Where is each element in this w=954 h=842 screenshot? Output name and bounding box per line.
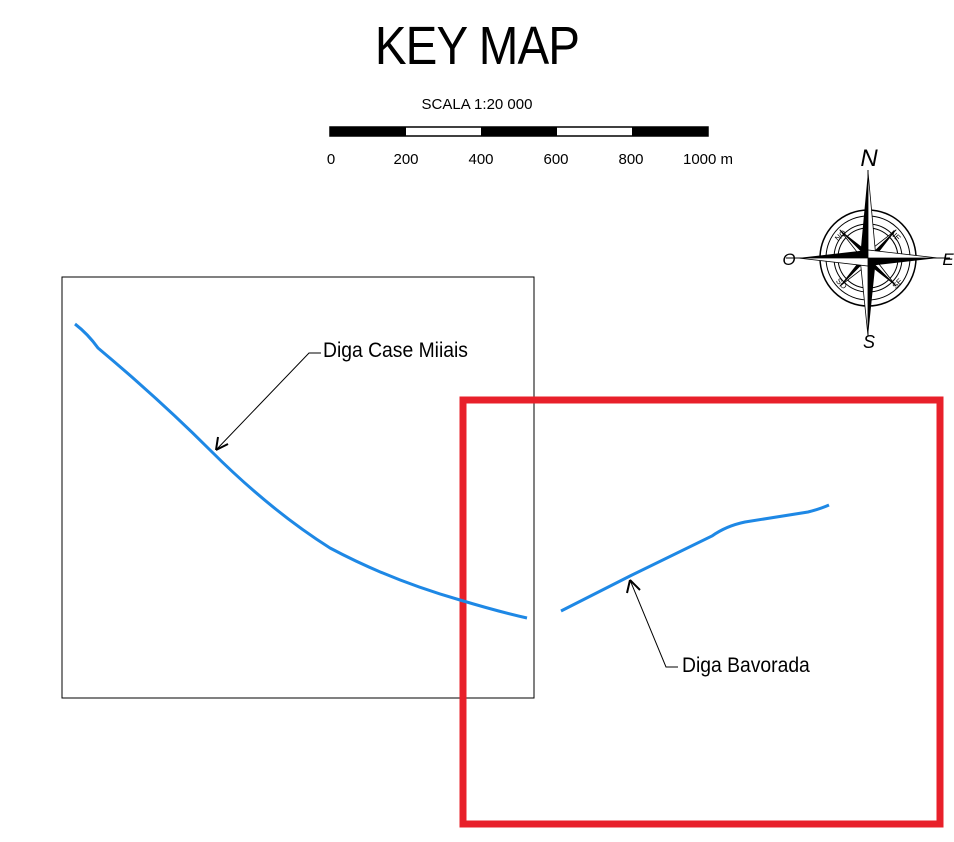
scale-label: SCALA 1:20 000 [421,96,533,113]
compass-no-label: NO [833,228,848,243]
compass-south-label: S [863,332,875,352]
scale-tick: 600 [543,151,569,168]
dam-bavorada-label: Diga Bavorada [682,654,810,677]
dam-case-miiais-line [74,322,528,620]
compass-rose-icon: NE NO SO SE N S E O [782,145,954,352]
scale-tick: 400 [468,151,494,168]
scale-bar [329,126,709,137]
compass-north-label: N [860,145,878,172]
scale-tick: 0 [326,151,336,168]
dam-bavorada-line [560,503,830,613]
dam-case-miiais-label: Diga Case Miiais [323,339,468,362]
scale-tick: 800 [618,151,644,168]
map-title: KEY MAP [374,16,580,76]
compass-se-label: SE [891,277,905,291]
highlight-frame [459,396,944,828]
scale-tick: 200 [393,151,419,168]
compass-west-label: O [782,250,795,269]
overview-frame [61,276,535,699]
leader-bavorada [626,579,678,668]
leader-case-miiais [215,352,321,451]
scale-tick: 1000 m [682,151,734,168]
compass-east-label: E [942,250,954,269]
